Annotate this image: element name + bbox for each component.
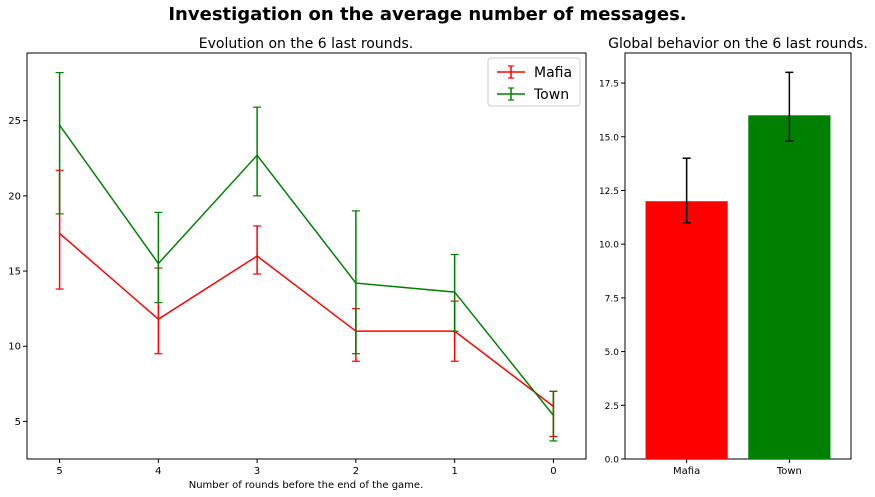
bar-chart: Global behavior on the 6 last rounds. 0.… bbox=[599, 36, 868, 477]
data-point bbox=[355, 282, 357, 284]
x-tick-label: 4 bbox=[155, 466, 161, 477]
series-mafia bbox=[55, 169, 558, 438]
y-tick-label: 15.0 bbox=[599, 133, 619, 143]
legend-label: Town bbox=[533, 87, 569, 103]
bar-chart-x-axis: Mafia Town bbox=[673, 459, 802, 477]
line-chart-axes-frame bbox=[26, 52, 587, 460]
y-tick-label: 17.5 bbox=[599, 80, 619, 90]
legend: Mafia Town bbox=[487, 57, 581, 107]
data-point bbox=[552, 414, 555, 417]
figure-title-wrap: Investigation on the average number of m… bbox=[0, 4, 855, 25]
line-chart-title: Evolution on the 6 last rounds. bbox=[199, 36, 414, 52]
x-tick-label: 0 bbox=[550, 466, 556, 477]
series-line-mafia bbox=[59, 232, 554, 407]
y-tick-label: 10.0 bbox=[599, 241, 619, 251]
x-tick-label: 2 bbox=[353, 466, 359, 477]
y-tick-label: 20 bbox=[8, 191, 21, 202]
data-point bbox=[157, 318, 160, 320]
series-town bbox=[55, 71, 558, 442]
data-point bbox=[58, 124, 61, 126]
x-tick-label: 1 bbox=[451, 466, 457, 477]
data-point bbox=[58, 232, 61, 235]
line-chart-x-axis: 5 4 3 2 1 0 bbox=[56, 459, 557, 477]
data-point bbox=[453, 291, 456, 293]
legend-label: Mafia bbox=[534, 65, 572, 81]
bar-town bbox=[748, 115, 831, 459]
y-tick-label: 5.0 bbox=[605, 348, 620, 358]
x-tick-label: 3 bbox=[254, 466, 260, 477]
line-chart-series-group bbox=[55, 71, 558, 442]
x-tick-label: Mafia bbox=[673, 466, 700, 477]
line-chart-xlabel: Number of rounds before the end of the g… bbox=[189, 480, 424, 491]
figure-title: Investigation on the average number of m… bbox=[168, 4, 687, 25]
y-tick-label: 7.5 bbox=[605, 294, 619, 304]
legend-items: Mafia Town bbox=[497, 65, 572, 103]
line-chart-y-axis: 5 10 15 20 25 bbox=[8, 116, 27, 428]
line-chart: Evolution on the 6 last rounds. 51015202… bbox=[8, 36, 587, 491]
bar-chart-y-axis: 0.0 2.5 5.0 7.5 10.0 12.5 15.0 17.5 bbox=[599, 80, 625, 466]
x-tick-label: Town bbox=[776, 466, 802, 477]
y-tick-label: 12.5 bbox=[599, 187, 619, 197]
data-point bbox=[256, 255, 258, 257]
bar-chart-title: Global behavior on the 6 last rounds. bbox=[608, 36, 868, 52]
y-tick-label: 10 bbox=[8, 342, 21, 353]
bar-chart-axes-frame bbox=[624, 52, 852, 460]
series-line-town bbox=[58, 124, 554, 416]
y-tick-label: 15 bbox=[8, 267, 21, 278]
y-tick-label: 0.0 bbox=[605, 456, 620, 466]
x-tick-label: 5 bbox=[56, 466, 62, 477]
y-tick-label: 25 bbox=[8, 116, 21, 127]
data-point bbox=[157, 262, 160, 265]
y-tick-label: 2.5 bbox=[605, 402, 619, 412]
y-tick-label: 5 bbox=[15, 417, 21, 428]
data-point bbox=[256, 154, 258, 157]
bar-chart-bars bbox=[645, 71, 831, 459]
bar-mafia bbox=[645, 201, 728, 459]
